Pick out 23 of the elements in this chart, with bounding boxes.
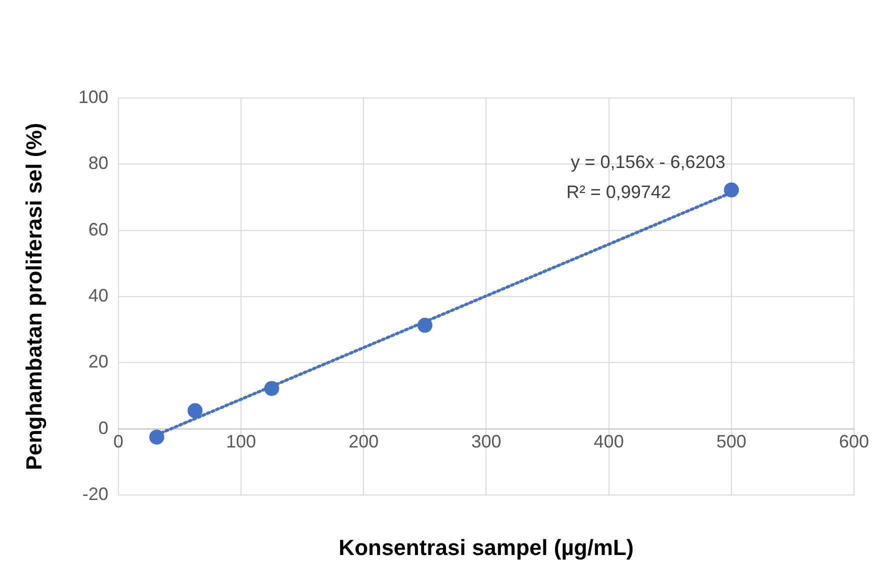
y-tick-label: 0 — [98, 418, 108, 438]
x-tick-label: 600 — [838, 432, 870, 452]
x-tick-label: 400 — [594, 432, 624, 452]
y-tick-label: 100 — [78, 86, 108, 107]
x-tick-label: 300 — [471, 432, 502, 452]
y-tick-label: 80 — [88, 153, 108, 174]
x-tick-label: 0 — [113, 432, 124, 452]
point — [724, 182, 739, 198]
point — [417, 318, 432, 333]
point — [264, 380, 280, 396]
x-tick-label: 200 — [348, 432, 379, 452]
x-tick-label: 500 — [716, 432, 746, 452]
annotation: R² = 0,99742 — [566, 182, 671, 202]
point — [149, 430, 164, 445]
y-tick-label: 20 — [88, 352, 108, 372]
y-tick-label: 40 — [88, 285, 108, 306]
y-tick-label: 60 — [88, 219, 108, 240]
y-axis-title: Penghambatan proliferasi sel (%) — [21, 122, 46, 470]
x-axis-title: Konsentrasi sampel (µg/mL) — [338, 535, 634, 560]
y-tick-label: -20 — [82, 484, 108, 504]
point — [188, 403, 203, 418]
x-tick-label: 100 — [226, 432, 256, 452]
annotation: y = 0,156x - 6,6203 — [570, 152, 726, 172]
